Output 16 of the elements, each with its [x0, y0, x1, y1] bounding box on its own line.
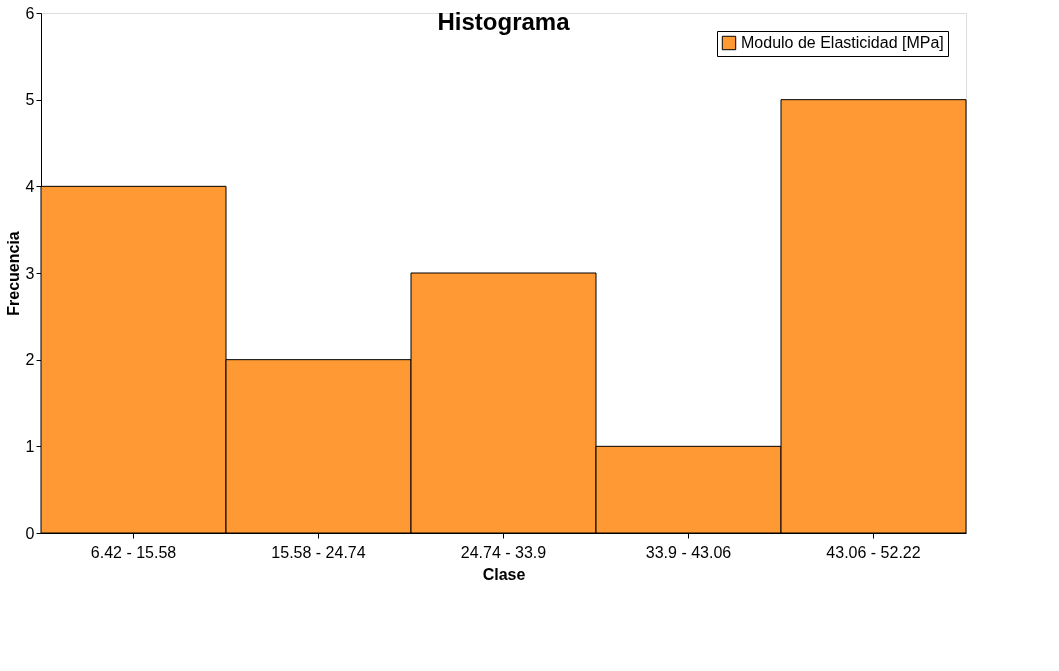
y-tick-label: 2	[25, 351, 35, 369]
x-tick-label: 15.58 - 24.74	[271, 543, 366, 561]
legend-label: Modulo de Elasticidad [MPa]	[741, 34, 944, 51]
y-tick-label: 0	[25, 524, 35, 542]
y-axis-title: Frecuencia	[4, 231, 22, 316]
x-tick-label: 43.06 - 52.22	[826, 543, 921, 561]
chart-title: Histograma	[437, 8, 571, 35]
y-tick-label: 1	[25, 437, 35, 455]
y-tick-label: 5	[25, 91, 35, 109]
x-tick-label: 24.74 - 33.9	[460, 543, 547, 561]
y-tick-label: 3	[25, 264, 35, 282]
x-tick-label: 6.42 - 15.58	[90, 543, 177, 561]
y-tick-label: 4	[25, 177, 35, 195]
x-axis-title: Clase	[482, 565, 526, 583]
y-tick-label: 6	[25, 4, 35, 22]
x-tick-label: 33.9 - 43.06	[645, 543, 732, 561]
